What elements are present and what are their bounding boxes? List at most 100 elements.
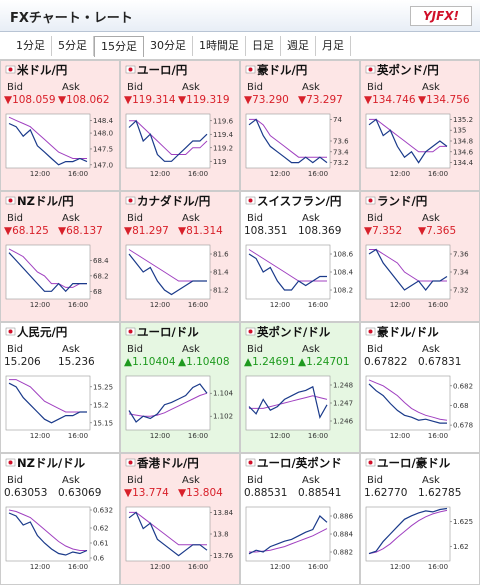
x-tick-label: 16:00 bbox=[68, 170, 88, 178]
y-tick-label: 68 bbox=[93, 288, 102, 296]
pair-name: 英ポンド/円 bbox=[376, 63, 439, 77]
timeframe-tab[interactable]: 1分足 bbox=[10, 36, 52, 56]
ask-value: 15.236 bbox=[58, 356, 95, 368]
y-tick-label: 1.625 bbox=[453, 518, 473, 526]
moving-average bbox=[368, 509, 448, 555]
y-tick-label: 13.76 bbox=[213, 552, 234, 560]
x-tick-label: 16:00 bbox=[68, 563, 88, 571]
rate-panel[interactable]: 香港ドル/円 Bid Ask ▼13.774 ▼13.804 13.76 13.8 13.84… bbox=[120, 453, 240, 585]
bid-label: Bid bbox=[247, 344, 263, 355]
x-tick-label: 12:00 bbox=[390, 170, 410, 178]
y-tick-label: 81.2 bbox=[213, 287, 229, 295]
ask-label: Ask bbox=[302, 82, 320, 93]
bid-label: Bid bbox=[247, 213, 263, 224]
bid-label: Bid bbox=[127, 82, 143, 93]
rate-panel[interactable]: カナダドル/円 Bid Ask ▼81.297 ▼81.314 81.2 81.4 81.6 1… bbox=[120, 191, 240, 322]
flag-dot bbox=[368, 198, 373, 203]
rate-panel[interactable]: 豪ドル/ドル Bid Ask 0.67822 0.67831 0.678 0.68 0.682… bbox=[360, 322, 480, 453]
rate-panel[interactable]: 英ポンド/円 Bid Ask ▼134.746 ▼134.756 134.4 134.6 13… bbox=[360, 60, 480, 191]
chart-bg bbox=[365, 244, 451, 300]
ask-label: Ask bbox=[422, 344, 440, 355]
ask-value: ▼134.756 bbox=[418, 94, 470, 106]
y-tick-label: 147.0 bbox=[93, 161, 113, 169]
timeframe-tab[interactable]: 週足 bbox=[281, 36, 316, 56]
y-tick-label: 1.246 bbox=[333, 418, 354, 426]
ask-label: Ask bbox=[62, 82, 80, 93]
chart-bg bbox=[365, 506, 451, 562]
y-tick-label: 1.104 bbox=[213, 390, 234, 398]
y-tick-label: 119.6 bbox=[213, 117, 234, 125]
bid-value: ▼13.774 bbox=[124, 487, 169, 499]
bid-label: Bid bbox=[367, 344, 383, 355]
bid-value: ▲1.24691 bbox=[244, 356, 296, 368]
bid-label: Bid bbox=[127, 475, 143, 486]
x-tick-label: 16:00 bbox=[188, 170, 208, 178]
x-tick-label: 16:00 bbox=[428, 170, 448, 178]
rate-grid: 米ドル/円 Bid Ask ▼108.059 ▼108.062 147.0 147.5 148… bbox=[0, 60, 480, 585]
rate-panel[interactable]: 英ポンド/ドル Bid Ask ▲1.24691 ▲1.24701 1.246 1.247 1… bbox=[240, 322, 360, 453]
rate-panel[interactable]: NZドル/ドル Bid Ask 0.63053 0.63069 0.6 0.61 0.62 0.… bbox=[0, 453, 120, 585]
y-tick-label: 108.4 bbox=[333, 269, 354, 277]
rate-panel[interactable]: スイスフラン/円 Bid Ask 108.351 108.369 108.2 108.4 10… bbox=[240, 191, 360, 322]
timeframe-tab[interactable]: 5分足 bbox=[52, 36, 94, 56]
chart-bg bbox=[245, 375, 331, 431]
y-tick-label: 134.6 bbox=[453, 148, 474, 156]
bid-label: Bid bbox=[7, 475, 23, 486]
price-line bbox=[248, 253, 327, 291]
ask-label: Ask bbox=[422, 82, 440, 93]
rate-panel[interactable]: ユーロ/英ポンド Bid Ask 0.88531 0.88541 0.882 0.884 0.… bbox=[240, 453, 360, 585]
chart-bg bbox=[125, 506, 211, 562]
moving-average bbox=[129, 120, 208, 155]
rate-panel[interactable]: ユーロ/豪ドル Bid Ask 1.62770 1.62785 1.62 1.625 12:0… bbox=[360, 453, 480, 585]
x-tick-label: 12:00 bbox=[30, 432, 50, 440]
ask-value: 1.62785 bbox=[418, 487, 461, 499]
rate-panel[interactable]: 豪ドル/円 Bid Ask ▼73.290 ▼73.297 73.2 73.4 73.6 74 1… bbox=[240, 60, 360, 191]
pair-name: 米ドル/円 bbox=[16, 63, 67, 77]
flag-dot bbox=[8, 329, 13, 334]
ask-label: Ask bbox=[62, 213, 80, 224]
rate-panel[interactable]: ランド/円 Bid Ask ▼7.352 ▼7.365 7.32 7.34 7.36 12:00… bbox=[360, 191, 480, 322]
moving-average bbox=[248, 249, 327, 282]
timeframe-tab[interactable]: 30分足 bbox=[144, 36, 193, 56]
y-tick-label: 81.4 bbox=[213, 269, 229, 277]
y-tick-label: 1.248 bbox=[333, 382, 353, 390]
x-tick-label: 12:00 bbox=[270, 563, 290, 571]
timeframe-tab[interactable]: 1時間足 bbox=[193, 36, 246, 56]
y-tick-label: 108.2 bbox=[333, 287, 353, 295]
rate-panel[interactable]: NZドル/円 Bid Ask ▼68.125 ▼68.137 68 68.2 68.4 12:0… bbox=[0, 191, 120, 322]
tab-bar: 1分足 5分足 15分足 30分足 1時間足 日足 週足 月足 bbox=[0, 32, 480, 60]
pair-name: ユーロ/豪ドル bbox=[377, 456, 451, 470]
timeframe-tab[interactable]: 15分足 bbox=[94, 36, 144, 57]
timeframe-tab[interactable]: 日足 bbox=[246, 36, 281, 56]
moving-average bbox=[369, 118, 447, 153]
x-tick-label: 16:00 bbox=[428, 301, 448, 309]
rate-panel[interactable]: ユーロ/円 Bid Ask ▼119.314 ▼119.319 119 119.2 119.4… bbox=[120, 60, 240, 191]
bid-label: Bid bbox=[247, 82, 263, 93]
y-tick-label: 15.25 bbox=[93, 383, 113, 391]
x-tick-label: 16:00 bbox=[308, 432, 328, 440]
pair-name: 英ポンド/ドル bbox=[256, 325, 331, 339]
bid-label: Bid bbox=[247, 475, 263, 486]
rate-panel[interactable]: ユーロ/ドル Bid Ask ▲1.10404 ▲1.10408 1.102 1.104 12… bbox=[120, 322, 240, 453]
logo[interactable]: YJFX! bbox=[410, 6, 472, 26]
bid-value: ▼7.352 bbox=[364, 225, 402, 237]
x-tick-label: 12:00 bbox=[150, 170, 170, 178]
y-tick-label: 15.15 bbox=[93, 419, 113, 427]
rate-panel[interactable]: 人民元/円 Bid Ask 15.206 15.236 15.15 15.2 15.25 12:… bbox=[0, 322, 120, 453]
ask-value: ▼81.314 bbox=[178, 225, 223, 237]
y-tick-label: 148.0 bbox=[93, 130, 113, 138]
timeframe-tab[interactable]: 月足 bbox=[316, 36, 351, 56]
y-tick-label: 0.884 bbox=[333, 531, 354, 539]
y-tick-label: 81.6 bbox=[213, 251, 229, 259]
ask-value: ▼119.319 bbox=[178, 94, 230, 106]
x-tick-label: 16:00 bbox=[308, 563, 328, 571]
bid-value: ▼81.297 bbox=[124, 225, 169, 237]
price-line bbox=[248, 385, 328, 420]
pair-name: 人民元/円 bbox=[17, 325, 67, 339]
y-tick-label: 0.678 bbox=[453, 422, 473, 430]
rate-panel[interactable]: 米ドル/円 Bid Ask ▼108.059 ▼108.062 147.0 147.5 148… bbox=[0, 60, 120, 191]
price-line bbox=[8, 382, 87, 424]
moving-average bbox=[249, 118, 327, 158]
x-tick-label: 12:00 bbox=[270, 432, 290, 440]
bid-label: Bid bbox=[7, 213, 23, 224]
